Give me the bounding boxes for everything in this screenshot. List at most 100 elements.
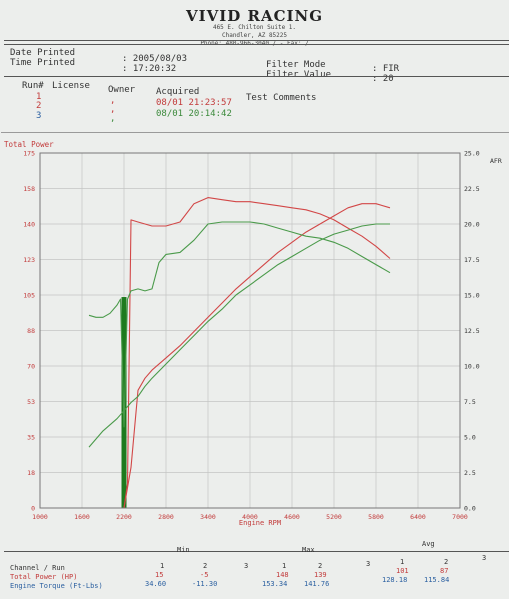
runs-header-license: License [52,81,90,91]
max-torque-run-1: 153.34 [262,580,288,588]
y-tick-label: 158 [23,185,35,193]
date-printed-value: : 2005/08/03 [122,54,188,64]
avg-torque-run-1: 128.18 [382,576,408,584]
avg-run-3: 3 [482,554,487,562]
max-power-run-1: 148 [276,571,289,579]
min-run-1: 1 [160,562,165,570]
y-right-tick-label: 0.0 [464,505,476,513]
x-tick-label: 5200 [326,513,342,521]
address-line-2: Chandler, AZ 85225 [221,32,288,39]
run-1-owner: , [110,96,116,106]
avg-torque-run-2: 115.84 [424,576,450,584]
series-line-4 [88,221,391,428]
max-run-1: 1 [282,562,287,570]
x-axis-label: Engine RPM [239,519,281,527]
x-tick-label: 6400 [410,513,426,521]
filter-value-label: Filter Value [266,70,332,80]
filter-mode-value: : FIR [372,64,400,74]
y-tick-label: 140 [23,221,35,229]
y-right-tick-label: 17.5 [464,256,480,264]
run-1-acquired: 08/01 21:23:57 [156,98,232,108]
filter-value-value: : 20 [372,74,394,84]
y-tick-label: 88 [27,327,35,335]
run-2-number: 2 [36,101,42,111]
y-axis-label-left: Total Power [4,140,54,149]
y-axis-label-right: AFR [490,157,502,165]
y-right-tick-label: 25.0 [464,150,480,158]
y-tick-label: 0 [31,505,35,513]
y-right-tick-label: 20.0 [464,221,480,229]
summary-divider [4,551,509,552]
summary-min-header: Min [177,546,190,554]
min-torque-run-1: 34.60 [145,580,167,588]
date-printed-label: Date Printed [10,48,76,58]
time-printed-value: : 17:20:32 [122,64,177,74]
min-power-run-1: 15 [155,571,164,579]
runs-header-acquired: Acquired [156,87,200,97]
plot-frame [39,152,461,509]
company-name: VIVID RACING [185,7,324,25]
run-2-owner: , [110,105,116,115]
run-3-number: 3 [36,111,42,121]
run-3-owner: , [110,114,116,124]
summary-channel-run-label: Channel / Run [10,564,65,572]
address-line-1: 465 E. Chilton Suite 1. [212,24,297,31]
summary-total-power-label: Total Power (HP) [10,573,78,581]
run-1-number: 1 [36,92,42,102]
max-run-3: 3 [366,560,371,568]
summary-engine-torque-label: Engine Torque (Ft-Lbs) [10,582,103,590]
y-tick-label: 123 [23,256,35,264]
max-torque-run-2: 141.76 [304,580,330,588]
x-tick-label: 2200 [116,513,132,521]
series-layer [88,197,391,509]
x-tick-label: 4000 [242,513,258,521]
x-tick-label: 5800 [368,513,384,521]
y-right-tick-label: 10.0 [464,363,480,371]
min-power-run-2: -5 [200,571,209,579]
y-right-tick-label: 22.5 [464,185,480,193]
y-right-tick-label: 12.5 [464,327,480,335]
max-power-run-2: 139 [314,571,327,579]
y-tick-label: 53 [27,398,35,406]
min-run-3: 3 [244,562,249,570]
divider-info-bottom [4,76,509,77]
series-line-2 [123,197,391,509]
runs-header-comments: Test Comments [246,93,317,103]
x-tick-label: 3400 [200,513,216,521]
min-torque-run-2: -11.30 [192,580,218,588]
y-tick-label: 70 [27,363,35,371]
x-tick-label: 1600 [74,513,90,521]
x-tick-label: 1000 [32,513,48,521]
y-tick-label: 105 [23,292,35,300]
series-line-1 [123,203,391,509]
run-3-acquired: 08/01 20:14:42 [156,109,232,119]
y-tick-label: 18 [27,469,35,477]
divider-top [4,40,509,41]
summary-max-header: Max [302,546,315,554]
avg-run-2: 2 [444,558,449,566]
avg-run-1: 1 [400,558,405,566]
x-tick-label: 2800 [158,513,174,521]
y-right-tick-label: 2.5 [464,469,476,477]
y-tick-label: 35 [27,434,35,442]
y-right-tick-label: 15.0 [464,292,480,300]
min-run-2: 2 [203,562,208,570]
filter-mode-label: Filter Mode [266,60,326,70]
runs-header-owner: Owner [108,85,136,95]
chart-grid: 1000 1600 2200 2800 3400 4000 4600 5200 5800 6400… [23,150,479,522]
x-tick-label: 4600 [284,513,300,521]
avg-power-run-1: 101 [396,567,409,575]
data-bar-2200 [121,297,127,508]
avg-power-run-2: 87 [440,567,449,575]
divider-info-top [4,44,509,45]
y-tick-label: 175 [23,150,35,158]
y-right-tick-label: 5.0 [464,434,476,442]
runs-header-run: Run# [22,81,44,91]
summary-avg-header: Avg [422,540,435,548]
y-right-tick-label: 7.5 [464,398,476,406]
time-printed-label: Time Printed [10,58,76,68]
series-line-3 [88,223,390,448]
max-run-2: 2 [318,562,323,570]
